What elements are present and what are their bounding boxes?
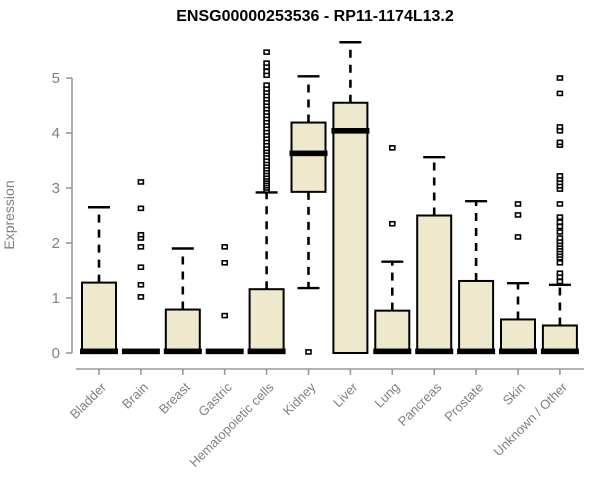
outlier-point (137, 281, 145, 288)
median-line (121, 348, 160, 355)
median-line (247, 348, 286, 355)
outlier-point (514, 201, 522, 207)
box-group-brain (121, 179, 160, 355)
x-tick-label-bladder: Bladder (67, 379, 110, 422)
outlier-point (221, 312, 228, 319)
median-line (540, 348, 579, 355)
box-group-kidney (289, 75, 328, 355)
outlier-point (556, 139, 564, 146)
y-tick-label: 5 (52, 70, 60, 87)
box-group-prostate (457, 199, 496, 355)
iqr-box (458, 279, 495, 355)
outlier-point (221, 259, 228, 266)
y-tick-label: 3 (52, 180, 60, 197)
iqr-box (374, 309, 411, 354)
y-tick-label: 0 (52, 345, 60, 362)
iqr-box (248, 288, 285, 355)
outlier-point (556, 235, 564, 241)
iqr-box (500, 318, 536, 355)
outlier-point (137, 179, 145, 185)
outlier-point (556, 201, 564, 207)
outlier-point (556, 214, 564, 220)
x-tick-label-lung: Lung (371, 380, 402, 411)
outlier-point (556, 173, 564, 179)
iqr-box (81, 281, 117, 355)
outlier-point (556, 90, 564, 97)
outlier-point (556, 229, 564, 235)
x-tick-label-skin: Skin (500, 380, 528, 408)
x-tick-label-liver: Liver (330, 379, 361, 410)
outlier-point (556, 270, 564, 277)
outlier-point (556, 75, 564, 81)
outlier-point (514, 212, 522, 218)
median-line (415, 348, 454, 355)
iqr-box (332, 101, 369, 354)
outlier-point (263, 49, 270, 55)
outlier-point (556, 278, 564, 285)
outlier-point (137, 205, 145, 212)
outlier-point (137, 294, 145, 300)
x-tick-label-gastric: Gastric (195, 379, 235, 419)
median-line (373, 348, 412, 355)
box-group-unknown-other (540, 75, 579, 355)
outlier-point (556, 259, 564, 266)
outlier-point (263, 82, 270, 88)
x-tick-label-unknown-other: Unknown / Other (490, 379, 570, 459)
box-group-hematopoietic-cells (247, 49, 286, 355)
y-tick-label: 4 (52, 125, 60, 142)
chart-title: ENSG00000253536 - RP11-1174L13.2 (176, 8, 454, 25)
median-line (80, 348, 118, 355)
box-group-bladder (80, 206, 118, 355)
outlier-point (263, 68, 270, 75)
outlier-point (221, 244, 228, 250)
x-tick-label-prostate: Prostate (441, 380, 486, 425)
outlier-point (388, 145, 396, 151)
outlier-point (305, 349, 312, 355)
median-line (457, 348, 496, 355)
outlier-point (137, 244, 145, 250)
box-group-breast (163, 247, 202, 355)
x-tick-label-kidney: Kidney (280, 379, 319, 418)
x-tick-label-brain: Brain (119, 380, 151, 412)
iqr-box (164, 308, 201, 354)
median-line (499, 348, 537, 355)
median-line (331, 128, 370, 134)
iqr-box (290, 121, 327, 193)
box-group-skin (499, 201, 537, 355)
outlier-point (556, 223, 564, 230)
outlier-point (556, 219, 564, 225)
y-tick-label: 1 (52, 290, 60, 307)
iqr-box (416, 214, 453, 354)
median-line (289, 150, 328, 157)
outlier-point (137, 264, 145, 271)
x-tick-label-breast: Breast (156, 379, 193, 416)
y-axis-label: Expression (1, 180, 17, 250)
box-group-gastric (205, 244, 244, 355)
box-group-lung (373, 145, 412, 355)
outlier-point (514, 234, 522, 240)
median-line (163, 348, 202, 355)
outlier-point (137, 231, 145, 238)
y-tick-label: 2 (52, 235, 60, 252)
box-group-pancreas (415, 155, 454, 355)
outlier-point (263, 60, 270, 66)
y-axis: 0 1 2 3 4 5 (52, 70, 73, 362)
outlier-point (556, 124, 564, 130)
x-tick-label-pancreas: Pancreas (395, 379, 445, 429)
outlier-point (388, 220, 396, 227)
median-line (205, 348, 244, 355)
box-group-liver (331, 41, 370, 354)
